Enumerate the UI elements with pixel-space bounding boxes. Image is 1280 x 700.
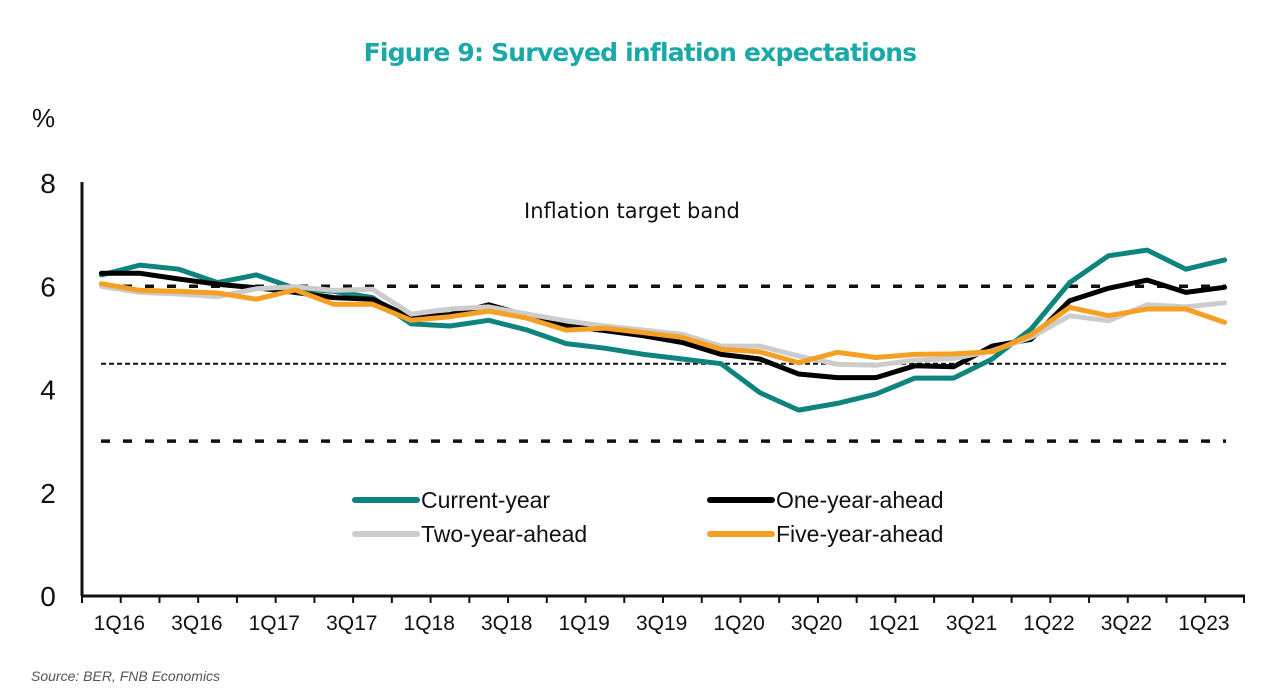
x-tick-label: 1Q16 <box>94 612 145 635</box>
x-axis-tick-labels: 1Q16 3Q16 1Q17 3Q17 1Q18 3Q18 1Q19 3Q19 1Q20 3Q20… <box>94 612 1230 635</box>
x-tick-label: 1Q21 <box>868 612 919 635</box>
x-tick-label: 3Q21 <box>946 612 997 635</box>
y-tick-label: 2 <box>40 478 56 509</box>
target-band-annotation: Inflation target band <box>524 199 740 223</box>
legend-label: Current-year <box>421 487 550 513</box>
series-line-two-year-ahead <box>98 283 1228 368</box>
x-axis-ticks <box>81 596 1245 603</box>
y-axis-ticks: 0 2 4 6 8 <box>40 168 56 612</box>
x-tick-label: 3Q19 <box>636 612 687 635</box>
y-tick-label: 0 <box>40 581 56 612</box>
x-tick-label: 1Q19 <box>558 612 609 635</box>
x-tick-label: 1Q22 <box>1023 612 1074 635</box>
x-tick-label: 1Q18 <box>404 612 455 635</box>
x-tick-label: 3Q16 <box>171 612 222 635</box>
x-tick-label: 3Q18 <box>481 612 532 635</box>
legend: Current-year One-year-ahead Two-year-ahead… <box>352 487 944 547</box>
chart-title: Figure 9: Surveyed inflation expectation… <box>363 38 917 67</box>
y-tick-label: 6 <box>40 271 56 302</box>
x-tick-label: 1Q23 <box>1178 612 1229 635</box>
x-tick-label: 1Q20 <box>713 612 764 635</box>
y-tick-label: 8 <box>40 168 56 199</box>
source-note: Source: BER, FNB Economics <box>31 668 221 684</box>
x-tick-label: 3Q22 <box>1101 612 1152 635</box>
legend-label: Two-year-ahead <box>421 521 587 547</box>
series-lines <box>98 247 1228 413</box>
legend-label: Five-year-ahead <box>776 521 943 547</box>
y-axis-unit-label: % <box>32 103 55 133</box>
legend-label: One-year-ahead <box>776 487 944 513</box>
reference-lines <box>101 284 1226 443</box>
series-line-five-year-ahead <box>98 281 1228 366</box>
x-tick-label: 3Q17 <box>326 612 377 635</box>
x-tick-label: 3Q20 <box>791 612 842 635</box>
x-tick-label: 1Q17 <box>249 612 300 635</box>
y-tick-label: 4 <box>40 375 56 406</box>
